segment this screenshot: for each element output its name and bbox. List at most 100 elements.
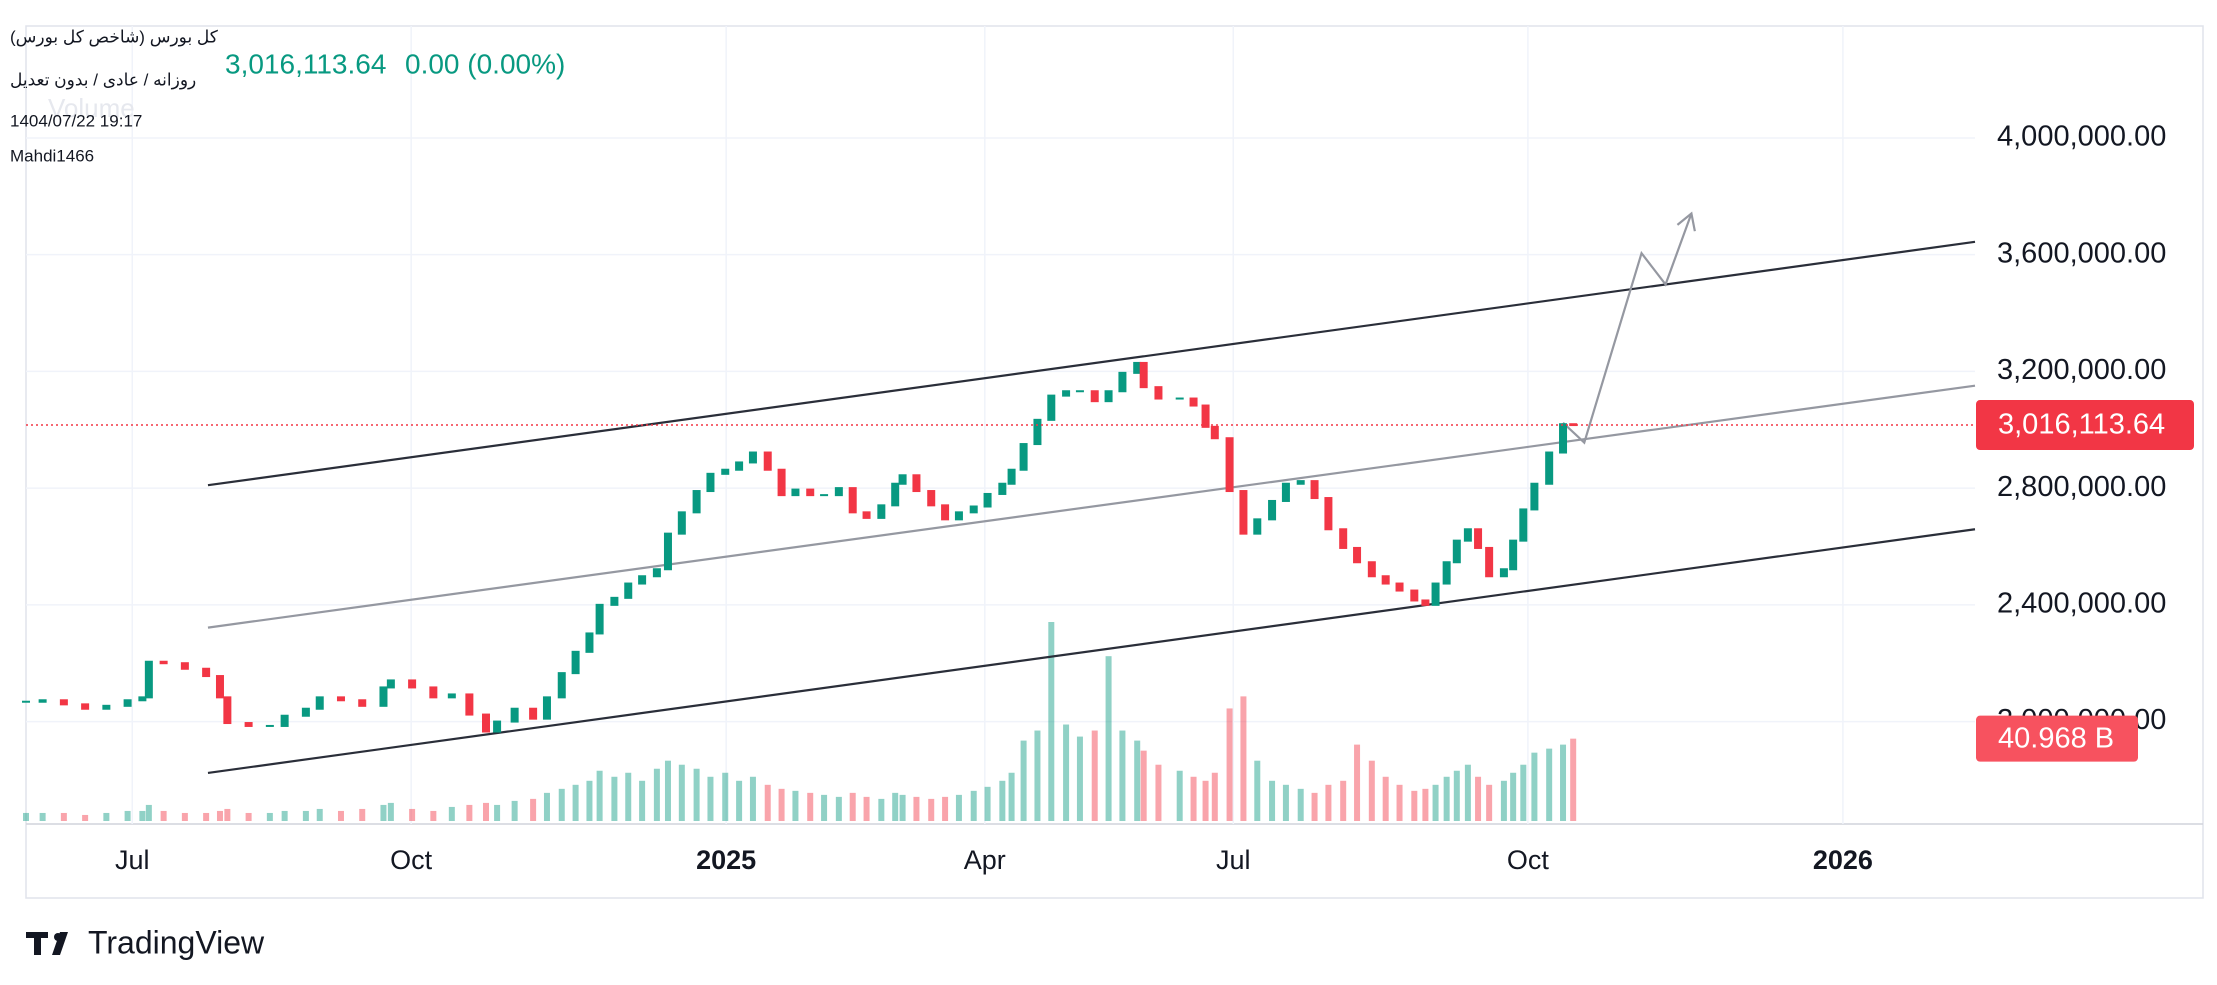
trend-line [207,384,1976,629]
volume-bar [1422,788,1429,821]
x-tick-label: Jul [1216,845,1251,875]
volume-bar [1076,736,1083,821]
x-tick-label: 2026 [1813,845,1873,875]
x-tick-label: 2025 [696,845,756,875]
volume-bar [1432,784,1439,821]
candle [777,468,786,497]
candle [806,488,815,497]
volume-bar [1105,656,1112,821]
candle [1545,451,1554,485]
volume-bar [722,772,729,821]
volume-bar [913,796,920,821]
candle [358,699,367,707]
candle [848,487,857,514]
volume-bar [1297,788,1304,821]
volume-bar [181,812,188,821]
volume-bar [1560,744,1567,821]
candle [144,660,153,699]
candle [493,720,502,733]
volume-bar [693,768,700,821]
x-tick-label: Apr [964,845,1006,875]
volume-bar [224,808,231,821]
volume-bar [1396,784,1403,821]
candle [1463,528,1472,542]
candle [791,488,800,497]
volume-bar [245,812,252,821]
volume-bar [764,784,771,821]
volume-bar [1340,780,1347,821]
candle [1381,575,1390,585]
candle [638,575,647,585]
last-price-label: 3,016,113.64 [1998,409,2165,441]
candle [1310,480,1319,500]
volume-bar [821,794,828,821]
volume-bar [1176,770,1183,821]
volume-bar [1368,760,1375,821]
candle [1281,482,1290,502]
candle [1019,443,1028,471]
candle [1175,397,1184,400]
candle [1239,490,1248,535]
volume-bar [266,812,273,821]
candle [1485,546,1494,578]
candle [482,713,491,733]
volume-bar [928,798,935,821]
grid [26,26,1975,824]
candle [223,696,232,725]
candle [1189,397,1198,407]
volume-bar [1119,730,1126,821]
volume-bar [572,784,579,821]
volume-bar [611,776,618,821]
volume-bar [1282,784,1289,821]
volume-bar [1226,708,1233,821]
candle [1339,528,1348,549]
candle [510,707,519,723]
volume-bar [1531,752,1538,821]
candle [81,703,90,710]
candle [763,451,772,471]
volume-bar [653,768,660,821]
volume-bar [139,810,146,821]
volume-bar [1140,750,1147,821]
volume-bar [807,792,814,821]
candle [102,704,111,710]
candle [748,451,757,464]
candle [1431,582,1440,606]
candle [159,660,168,665]
volume-bar [337,810,344,821]
candle [447,693,456,699]
candle [1296,480,1305,485]
volume-bar [494,804,501,821]
candle [301,707,310,717]
volume-pane [23,622,1577,821]
candle [820,494,829,497]
projection-path [1562,213,1693,445]
volume-label: 40.968 B [1998,722,2114,754]
volume-bar [596,770,603,821]
candle [595,603,604,635]
volume-bar [835,796,842,821]
candle [379,686,388,707]
candle [1395,582,1404,592]
volume-bar [1311,792,1318,821]
volume-bar [1382,776,1389,821]
volume-bar [1034,730,1041,821]
volume-bar [1500,780,1507,821]
chart-frame [25,25,2204,899]
volume-bar [448,806,455,821]
drawings [207,211,1976,775]
volume-bar [1211,772,1218,821]
volume-bar [1354,744,1361,821]
volume-bar [707,776,714,821]
volume-bar [387,802,394,821]
candle [1210,425,1219,440]
volume-bar [1008,772,1015,821]
volume-bar [124,810,131,821]
candle [1075,390,1084,393]
candle [1509,539,1518,571]
candle [59,699,68,706]
volume-bar [1269,780,1276,821]
volume-bar [942,796,949,821]
candle [429,686,438,699]
